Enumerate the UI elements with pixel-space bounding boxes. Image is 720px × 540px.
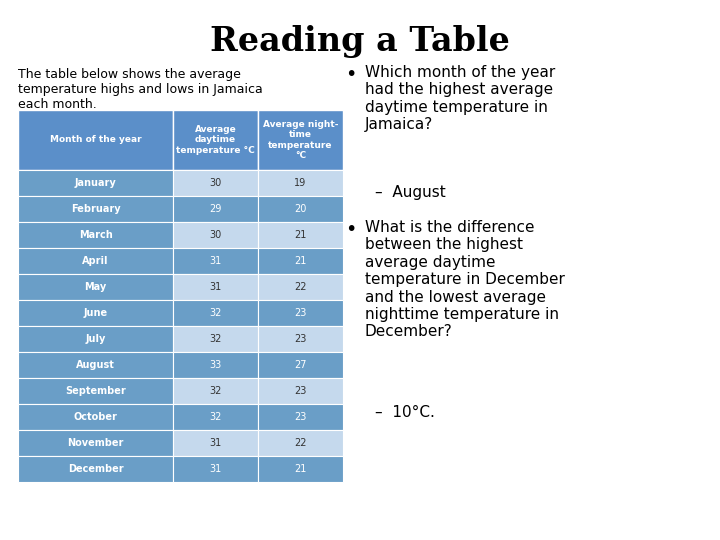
Bar [258, 456, 343, 482]
Text: January: January [75, 178, 117, 188]
Text: 20: 20 [294, 204, 307, 214]
Text: –  August: – August [375, 185, 446, 200]
Text: Month of the year: Month of the year [50, 136, 141, 145]
Bar [173, 110, 258, 170]
Bar [18, 196, 173, 222]
Text: What is the difference
between the highest
average daytime
temperature in Decemb: What is the difference between the highe… [365, 220, 565, 340]
Text: Reading a Table: Reading a Table [210, 25, 510, 58]
Text: Average night-
time
temperature
°C: Average night- time temperature °C [263, 120, 338, 160]
Bar [18, 248, 173, 274]
Text: November: November [67, 438, 124, 448]
Text: 32: 32 [210, 412, 222, 422]
Text: March: March [78, 230, 112, 240]
Bar [18, 404, 173, 430]
Text: The table below shows the average
temperature highs and lows in Jamaica
each mon: The table below shows the average temper… [18, 68, 263, 111]
Bar [258, 170, 343, 196]
Bar [173, 404, 258, 430]
Bar [258, 404, 343, 430]
Bar [173, 456, 258, 482]
Bar [258, 300, 343, 326]
Bar [258, 274, 343, 300]
Bar [258, 110, 343, 170]
Text: 22: 22 [294, 438, 307, 448]
Bar [18, 170, 173, 196]
Bar [258, 430, 343, 456]
Text: 31: 31 [210, 464, 222, 474]
Bar [173, 170, 258, 196]
Text: 30: 30 [210, 230, 222, 240]
Bar [258, 222, 343, 248]
Bar [173, 378, 258, 404]
Text: 33: 33 [210, 360, 222, 370]
Text: September: September [65, 386, 126, 396]
Text: February: February [71, 204, 120, 214]
Text: October: October [73, 412, 117, 422]
Bar [173, 300, 258, 326]
Bar [18, 222, 173, 248]
Bar [258, 196, 343, 222]
Bar [173, 196, 258, 222]
Bar [18, 326, 173, 352]
Text: 21: 21 [294, 464, 307, 474]
Text: 23: 23 [294, 386, 307, 396]
Text: 31: 31 [210, 256, 222, 266]
Bar [258, 248, 343, 274]
Text: 31: 31 [210, 282, 222, 292]
Bar [173, 326, 258, 352]
Bar [18, 352, 173, 378]
Text: August: August [76, 360, 115, 370]
Bar [173, 274, 258, 300]
Text: 31: 31 [210, 438, 222, 448]
Bar [173, 248, 258, 274]
Bar [18, 110, 173, 170]
Text: December: December [68, 464, 123, 474]
Text: •: • [345, 65, 356, 84]
Text: •: • [345, 220, 356, 239]
Text: 21: 21 [294, 230, 307, 240]
Text: –  10°C.: – 10°C. [375, 405, 435, 420]
Text: Which month of the year
had the highest average
daytime temperature in
Jamaica?: Which month of the year had the highest … [365, 65, 555, 132]
Bar [258, 378, 343, 404]
Text: June: June [84, 308, 107, 318]
Text: 23: 23 [294, 334, 307, 344]
Bar [258, 326, 343, 352]
Bar [173, 430, 258, 456]
Bar [18, 430, 173, 456]
Bar [173, 352, 258, 378]
Text: May: May [84, 282, 107, 292]
Text: 27: 27 [294, 360, 307, 370]
Text: April: April [82, 256, 109, 266]
Bar [18, 378, 173, 404]
Text: 19: 19 [294, 178, 307, 188]
Bar [258, 352, 343, 378]
Text: 30: 30 [210, 178, 222, 188]
Text: Average
daytime
temperature °C: Average daytime temperature °C [176, 125, 255, 155]
Text: 32: 32 [210, 308, 222, 318]
Text: 21: 21 [294, 256, 307, 266]
Text: 32: 32 [210, 386, 222, 396]
Text: 23: 23 [294, 412, 307, 422]
Bar [173, 222, 258, 248]
Text: 22: 22 [294, 282, 307, 292]
Bar [18, 456, 173, 482]
Text: 23: 23 [294, 308, 307, 318]
Text: July: July [85, 334, 106, 344]
Text: 32: 32 [210, 334, 222, 344]
Bar [18, 300, 173, 326]
Text: 29: 29 [210, 204, 222, 214]
Bar [18, 274, 173, 300]
